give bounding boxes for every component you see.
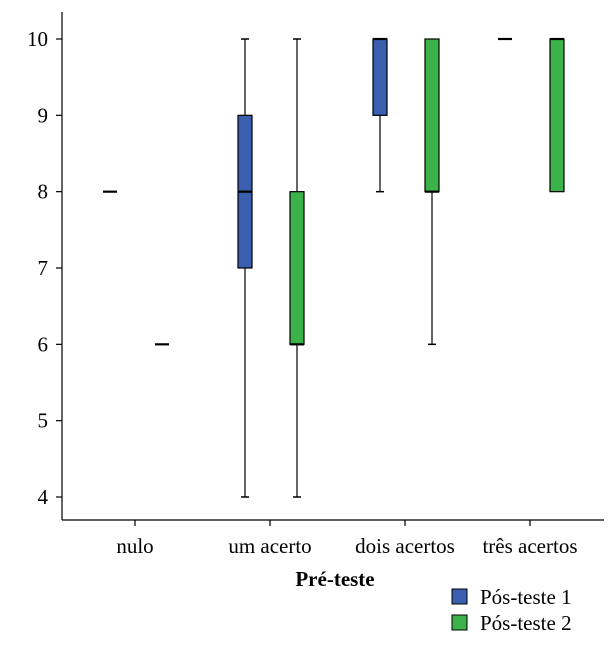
- legend-swatch: [451, 588, 468, 605]
- axes: 4 5 6 7 8 9 10 nulo um acerto dois acertos três ac…: [27, 12, 604, 558]
- x-tick-label: um acerto: [228, 534, 311, 558]
- box-body: [424, 38, 440, 193]
- y-tick-label: 7: [38, 256, 49, 280]
- y-tick-label: 5: [38, 409, 49, 433]
- x-tick-label: nulo: [116, 534, 153, 558]
- y-tick-label: 6: [38, 332, 49, 356]
- box-2-2: [289, 38, 305, 498]
- legend-label: Pós-teste 1: [480, 585, 572, 609]
- y-tick-label: 10: [27, 27, 48, 51]
- box-body: [289, 191, 305, 345]
- x-tick-label: dois acertos: [355, 534, 455, 558]
- box-2-3: [424, 38, 440, 346]
- box-1-2: [237, 38, 253, 498]
- y-tick-label: 9: [38, 103, 49, 127]
- y-tick-label: 4: [38, 485, 49, 509]
- box-body: [372, 38, 388, 116]
- legend-swatch: [451, 614, 468, 631]
- legend-label: Pós-teste 2: [480, 611, 572, 635]
- x-tick-label: três acertos: [482, 534, 577, 558]
- box-1-3: [372, 37, 388, 193]
- box-2-4: [549, 37, 565, 193]
- box-body: [549, 38, 565, 193]
- y-tick-label: 8: [38, 180, 49, 204]
- plot-area: [103, 37, 565, 498]
- x-axis-title: Pré-teste: [295, 567, 374, 591]
